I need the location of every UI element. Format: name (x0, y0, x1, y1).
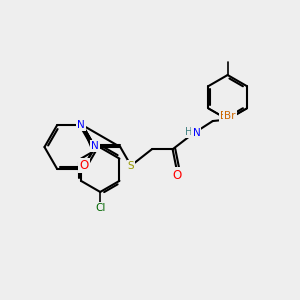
Text: H: H (185, 127, 193, 137)
Text: O: O (80, 159, 89, 172)
Text: S: S (128, 160, 134, 171)
Text: O: O (172, 169, 182, 182)
Text: Br: Br (224, 111, 236, 121)
Text: Cl: Cl (95, 203, 105, 213)
Text: N: N (193, 128, 200, 138)
Text: N: N (77, 120, 85, 130)
Text: Br: Br (220, 111, 231, 121)
Text: N: N (91, 140, 99, 151)
